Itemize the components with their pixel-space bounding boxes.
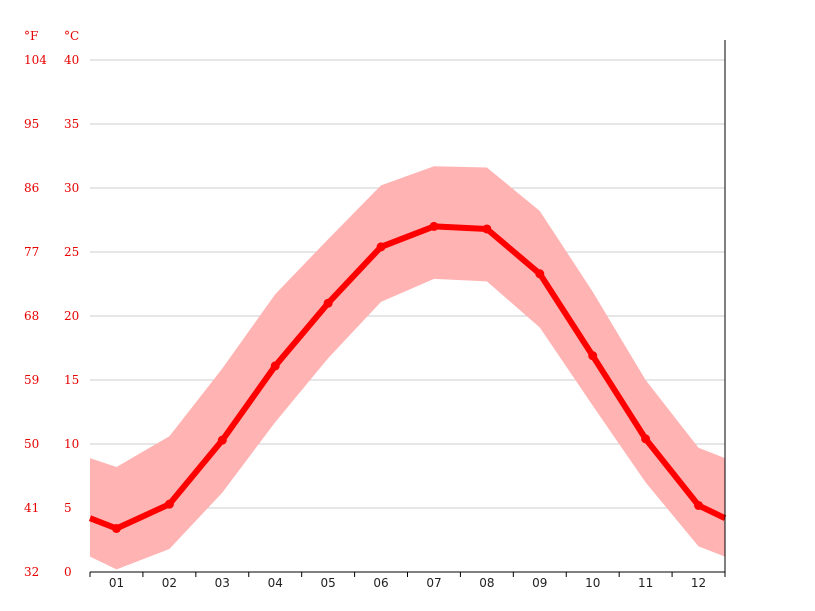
y-tick-label-fahrenheit: 95 (24, 117, 39, 131)
mean-point (535, 269, 545, 279)
mean-point (164, 499, 174, 509)
fahrenheit-unit-label: °F (24, 29, 38, 43)
x-tick-label: 11 (638, 576, 653, 590)
y-tick-label-celsius: 5 (64, 501, 72, 515)
mean-point (270, 361, 280, 371)
y-tick-label-celsius: 10 (64, 437, 79, 451)
y-tick-label-fahrenheit: 68 (24, 309, 39, 323)
y-tick-label-fahrenheit: 59 (24, 373, 39, 387)
y-axis-tick-labels: 32 0 41 5 50 10 59 15 68 20 77 25 86 30 95 35 104 40 (24, 53, 79, 579)
y-tick-label-fahrenheit: 50 (24, 437, 39, 451)
x-tick-label: 06 (373, 576, 388, 590)
x-tick-label: 08 (479, 576, 494, 590)
x-tick-label: 10 (585, 576, 600, 590)
y-tick-label-fahrenheit: 86 (24, 181, 39, 195)
y-tick-label-fahrenheit: 41 (24, 501, 39, 515)
y-tick-label-fahrenheit: 32 (24, 565, 39, 579)
mean-point (323, 298, 333, 308)
mean-point (111, 523, 121, 533)
x-axis-ticks: 01 02 03 04 05 06 07 08 09 10 11 12 (89, 572, 726, 590)
y-tick-label-celsius: 0 (64, 565, 72, 579)
mean-point (588, 351, 598, 361)
x-tick-label: 01 (109, 576, 124, 590)
y-tick-label-celsius: 20 (64, 309, 79, 323)
y-tick-label-celsius: 15 (64, 373, 79, 387)
y-tick-label-fahrenheit: 104 (24, 53, 47, 67)
mean-point (429, 221, 439, 231)
mean-point (641, 434, 651, 444)
x-tick-label: 02 (162, 576, 177, 590)
y-tick-label-celsius: 30 (64, 181, 79, 195)
x-tick-label: 12 (691, 576, 706, 590)
x-tick-label: 03 (215, 576, 230, 590)
mean-point (376, 242, 386, 252)
x-tick-label: 04 (268, 576, 283, 590)
y-tick-label-celsius: 25 (64, 245, 79, 259)
mean-point (217, 435, 227, 445)
celsius-unit-label: °C (64, 29, 79, 43)
x-tick-label: 09 (532, 576, 547, 590)
mean-point (482, 224, 492, 234)
x-tick-label: 07 (426, 576, 441, 590)
mean-point (694, 500, 704, 510)
mean-temperature-line (88, 223, 727, 532)
x-tick-label: 05 (320, 576, 335, 590)
y-tick-label-celsius: 40 (64, 53, 79, 67)
y-tick-label-fahrenheit: 77 (24, 245, 39, 259)
mean-temperature-points (111, 221, 704, 533)
y-tick-label-celsius: 35 (64, 117, 79, 131)
min-max-temperature-band (90, 166, 725, 570)
